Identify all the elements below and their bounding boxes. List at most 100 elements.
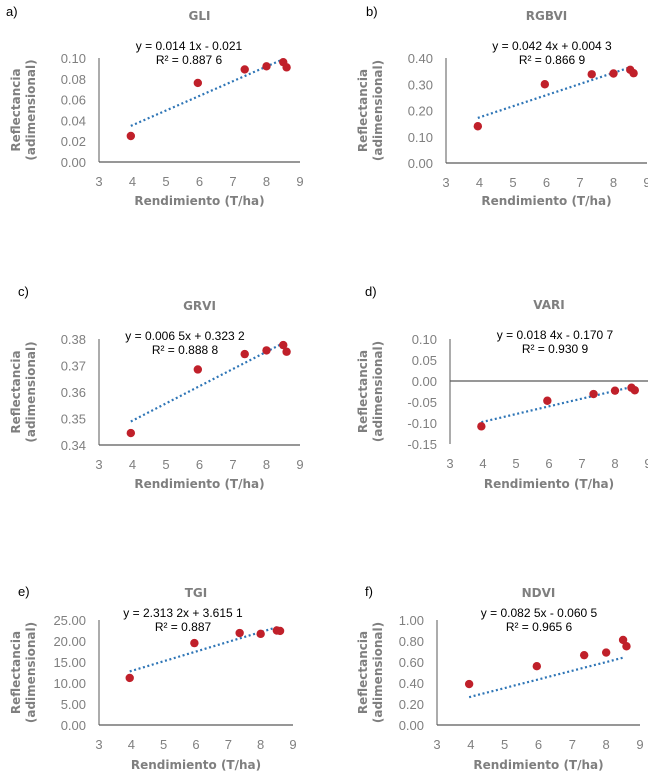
panel-ndvi-data-point xyxy=(532,662,542,671)
panel-rgbvi-xtick-label: 8 xyxy=(610,175,617,190)
panel-grvi-ytick-label: 0.35 xyxy=(61,412,86,427)
panel-ndvi-xtick-label: 7 xyxy=(569,737,576,752)
panel-ndvi-y-axis-label-line2: (adimensional) xyxy=(371,622,385,723)
panel-tgi-ytick-label: 5.00 xyxy=(61,697,86,712)
panel-rgbvi-data-point xyxy=(473,122,483,131)
panel-tgi-xtick-label: 6 xyxy=(192,737,199,752)
panel-vari-ytick-label: -0.05 xyxy=(407,395,437,410)
panel-vari-data-point xyxy=(543,396,552,405)
panel-vari-data-point xyxy=(610,386,620,395)
panel-ndvi-xtick-label: 9 xyxy=(636,737,643,752)
panel-grvi-ytick-label: 0.36 xyxy=(61,385,86,400)
panel-tgi-ytick-label: 15.00 xyxy=(53,655,86,670)
panel-gli-y-axis-label-line2: (adimensional) xyxy=(24,59,38,160)
panel-vari-xtick-label: 4 xyxy=(479,456,486,471)
panel-grvi-data-point xyxy=(126,428,136,438)
panel-rgbvi-ytick-label: 0.20 xyxy=(408,104,433,119)
panel-rgbvi-xtick-label: 7 xyxy=(576,175,583,190)
panel-ndvi-data-point xyxy=(464,679,474,689)
panel-gli-x-axis-label: Rendimiento (T/ha) xyxy=(134,194,264,208)
panel-ndvi-title: NDVI xyxy=(522,586,556,600)
panel-tgi-r-squared: R² = 0.887 xyxy=(155,620,212,634)
panel-ndvi-data-point xyxy=(618,635,628,645)
panel-grvi-trend-equation: y = 0.006 5x + 0.323 2 xyxy=(125,329,245,343)
panel-grvi-xtick-label: 8 xyxy=(263,457,270,472)
panel-grvi-title: GRVI xyxy=(183,299,216,313)
panel-grvi-data-point xyxy=(262,346,271,355)
panel-tgi-xtick-label: 3 xyxy=(95,737,102,752)
panel-tgi-data-point xyxy=(256,629,265,639)
panel-grvi-xtick-label: 3 xyxy=(95,457,102,472)
panel-gli-xtick-label: 7 xyxy=(229,174,236,189)
panel-rgbvi-ytick-label: 0.40 xyxy=(408,51,433,66)
panel-rgbvi-ytick-label: 0.10 xyxy=(408,130,433,145)
panel-tgi-data-point xyxy=(235,628,244,638)
panel-gli-xtick-label: 4 xyxy=(129,174,136,189)
panel-rgbvi-ytick-label: 0.30 xyxy=(408,77,433,92)
panel-vari-trendline xyxy=(481,385,632,424)
panel-grvi-xtick-label: 4 xyxy=(129,457,136,472)
panel-gli-ytick-label: 0.06 xyxy=(61,93,86,108)
panel-vari-x-axis-label: Rendimiento (T/ha) xyxy=(484,477,614,491)
panel-vari-y-axis-label-line1: Reflectancia xyxy=(356,350,370,433)
panel-ndvi-ytick-label: 0.60 xyxy=(399,655,424,670)
panel-grvi-x-axis-label: Rendimiento (T/ha) xyxy=(134,477,264,491)
panel-grvi-data-point xyxy=(279,340,288,350)
panel-gli-ytick-label: 0.10 xyxy=(61,51,86,66)
panel-ndvi-xtick-label: 6 xyxy=(535,737,542,752)
panel-rgbvi-y-axis-label-line1: Reflectancia xyxy=(356,69,370,152)
panel-ndvi-r-squared: R² = 0.965 6 xyxy=(506,620,573,634)
panel-tgi-title: TGI xyxy=(185,586,208,600)
panel-vari-trend-equation: y = 0.018 4x - 0.170 7 xyxy=(497,328,614,342)
panel-grvi-data-point xyxy=(282,347,291,356)
panel-rgbvi-data-point xyxy=(629,69,638,78)
panel-gli-xtick-label: 6 xyxy=(196,174,203,189)
panel-grvi-data-point xyxy=(240,349,249,359)
panel-ndvi-xtick-label: 5 xyxy=(501,737,508,752)
panel-gli-letter: a) xyxy=(6,4,18,19)
panel-gli-xtick-label: 9 xyxy=(296,174,303,189)
panel-gli-r-squared: R² = 0.887 6 xyxy=(156,53,223,67)
panel-rgbvi-data-point xyxy=(609,69,618,78)
panel-gli-data-point xyxy=(282,63,291,72)
panel-gli-ytick-label: 0.04 xyxy=(61,113,86,128)
panel-rgbvi-xtick-label: 3 xyxy=(442,175,449,190)
panel-ndvi-letter: f) xyxy=(365,584,373,599)
panel-ndvi-ytick-label: 0.80 xyxy=(399,634,424,649)
panel-vari-xtick-label: 5 xyxy=(512,456,519,471)
panel-ndvi-trendline xyxy=(468,656,624,699)
panel-vari-xtick-label: 9 xyxy=(644,456,648,471)
panel-tgi-data-point xyxy=(275,626,285,636)
panel-rgbvi-r-squared: R² = 0.866 9 xyxy=(519,53,586,67)
panel-ndvi-xtick-label: 3 xyxy=(433,737,440,752)
panel-vari-ytick-label: -0.15 xyxy=(407,437,437,452)
panel-vari-ytick-label: -0.10 xyxy=(407,416,437,431)
panel-vari-r-squared: R² = 0.930 9 xyxy=(522,342,589,356)
panel-ndvi-trend-equation: y = 0.082 5x - 0.060 5 xyxy=(481,606,598,620)
panel-grvi-y-axis-label-line2: (adimensional) xyxy=(24,341,38,442)
panel-ndvi-ytick-label: 0.40 xyxy=(399,676,424,691)
panel-gli-y-axis-label-line1: Reflectancia xyxy=(9,68,23,151)
panel-grvi-data-point xyxy=(193,365,203,374)
panel-grvi-xtick-label: 7 xyxy=(229,457,236,472)
panel-gli-trendline xyxy=(130,58,284,127)
panel-rgbvi-title: RGBVI xyxy=(526,9,568,23)
panel-gli-ytick-label: 0.00 xyxy=(61,155,86,170)
panel-grvi-y-axis-label-line1: Reflectancia xyxy=(9,350,23,433)
panel-tgi-xtick-label: 4 xyxy=(128,737,135,752)
panel-ndvi-x-axis-label: Rendimiento (T/ha) xyxy=(473,758,603,772)
panel-gli-ytick-label: 0.08 xyxy=(61,72,86,87)
panel-ndvi-ytick-label: 0.00 xyxy=(399,718,424,733)
panel-gli-data-point xyxy=(126,131,136,141)
panel-rgbvi-xtick-label: 5 xyxy=(509,175,516,190)
panel-gli-xtick-label: 8 xyxy=(263,174,270,189)
panel-grvi-trendline xyxy=(130,342,284,423)
panel-rgbvi-xtick-label: 6 xyxy=(543,175,550,190)
panel-ndvi-ytick-label: 1.00 xyxy=(399,613,424,628)
panel-rgbvi-ytick-label: 0.00 xyxy=(408,156,433,171)
panel-gli-data-point xyxy=(240,65,249,74)
panel-vari-ytick-label: 0.00 xyxy=(412,374,437,389)
panel-tgi-ytick-label: 25.00 xyxy=(53,613,86,628)
panel-vari-data-point xyxy=(477,422,486,431)
